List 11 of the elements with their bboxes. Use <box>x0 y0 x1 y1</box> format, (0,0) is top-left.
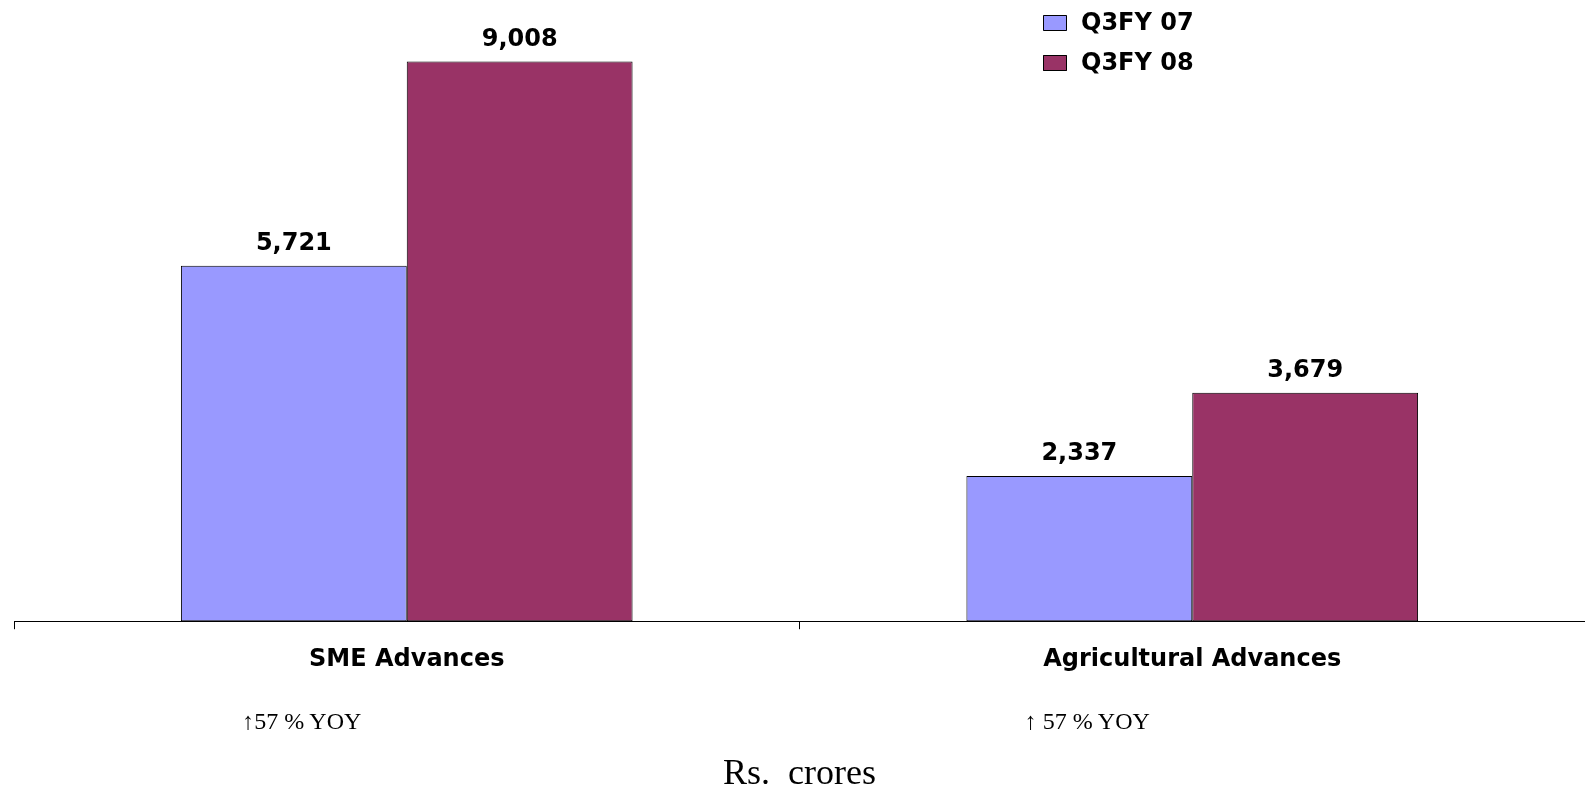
legend-label: Q3FY 07 <box>1081 8 1194 37</box>
data-label: 5,721 <box>255 228 332 257</box>
text: ↑57 % YOY <box>242 708 362 735</box>
data-label: 9,008 <box>481 23 558 52</box>
x-tick-label: SME Advances <box>309 643 505 672</box>
data-label: 2,337 <box>1041 438 1118 467</box>
legend-label: Q3FY 08 <box>1081 48 1194 77</box>
data-label: 3,679 <box>1267 354 1344 383</box>
x-axis-title: Rs. crores <box>723 751 876 792</box>
text: ↑ 57 % YOY <box>1024 708 1150 735</box>
x-tick-label: Agricultural Advances <box>1043 643 1342 672</box>
